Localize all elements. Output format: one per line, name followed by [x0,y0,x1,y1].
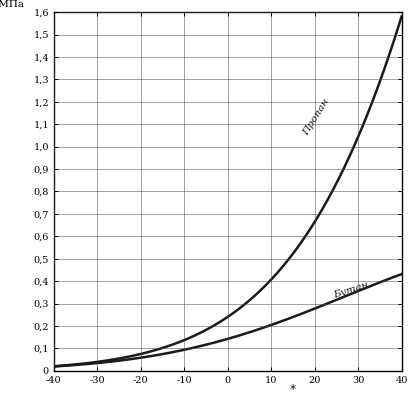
Text: *: * [289,383,295,396]
Text: Бутан: Бутан [331,280,369,300]
Y-axis label: P, МПа: P, МПа [0,0,24,8]
Text: Пропан: Пропан [301,98,330,137]
